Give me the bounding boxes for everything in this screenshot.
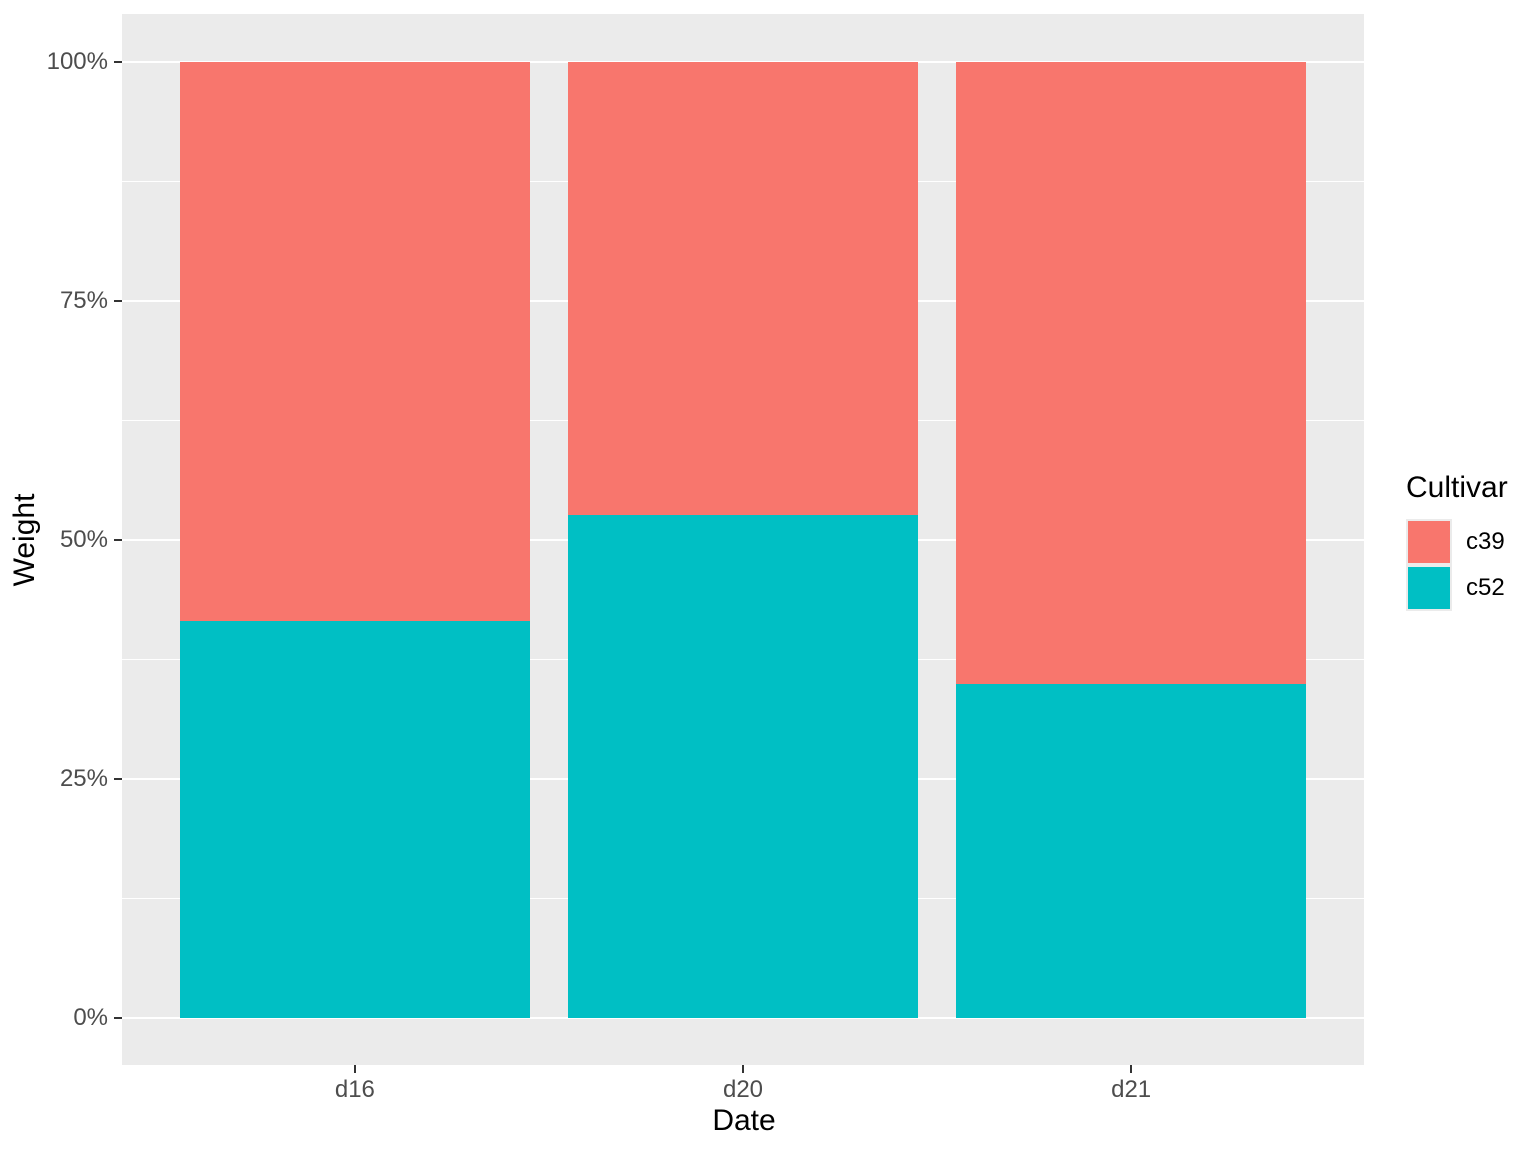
bar-segment-c52-d20 bbox=[568, 515, 918, 1018]
plot-panel bbox=[122, 14, 1364, 1065]
y-axis-tick bbox=[114, 778, 122, 780]
y-tick-label: 100% bbox=[46, 48, 108, 75]
legend-entry-c39: c39 bbox=[1406, 519, 1508, 565]
y-axis-tick bbox=[114, 300, 122, 302]
x-tick-label: d21 bbox=[1111, 1076, 1152, 1103]
legend-title: Cultivar bbox=[1406, 471, 1508, 504]
gridline-major bbox=[122, 60, 1364, 64]
x-tick-label: d20 bbox=[722, 1076, 764, 1103]
legend-swatch-c52 bbox=[1408, 567, 1450, 609]
bar-segment-c39-d16 bbox=[180, 62, 530, 622]
x-tick-label: d16 bbox=[334, 1076, 375, 1103]
legend-entry-c52: c52 bbox=[1406, 565, 1508, 611]
gridline-major bbox=[122, 1016, 1364, 1020]
legend-swatch-c39 bbox=[1408, 521, 1450, 563]
x-axis-tick bbox=[1130, 1065, 1133, 1073]
legend-entries: c39 c52 bbox=[1406, 519, 1508, 611]
bar-segment-c39-d20 bbox=[568, 62, 918, 516]
legend-label: c39 bbox=[1466, 528, 1505, 555]
y-axis-tick bbox=[114, 61, 122, 63]
y-axis-tick bbox=[114, 539, 122, 541]
legend-key bbox=[1406, 565, 1452, 611]
y-tick-label: 25% bbox=[59, 765, 108, 792]
y-tick-label: 50% bbox=[59, 526, 108, 553]
bar-segment-c39-d21 bbox=[956, 62, 1306, 685]
x-axis-title: Date bbox=[712, 1104, 776, 1137]
bar-segment-c52-d16 bbox=[180, 621, 530, 1018]
bar-segment-c52-d21 bbox=[956, 684, 1306, 1018]
y-axis-tick bbox=[114, 1017, 122, 1019]
legend-key bbox=[1406, 519, 1452, 565]
legend: Cultivar c39 c52 bbox=[1406, 471, 1508, 611]
y-tick-label: 0% bbox=[73, 1004, 108, 1031]
x-axis-tick bbox=[742, 1065, 744, 1073]
legend-label: c52 bbox=[1466, 574, 1505, 601]
x-axis-tick bbox=[353, 1065, 356, 1073]
y-tick-label: 75% bbox=[59, 287, 108, 314]
